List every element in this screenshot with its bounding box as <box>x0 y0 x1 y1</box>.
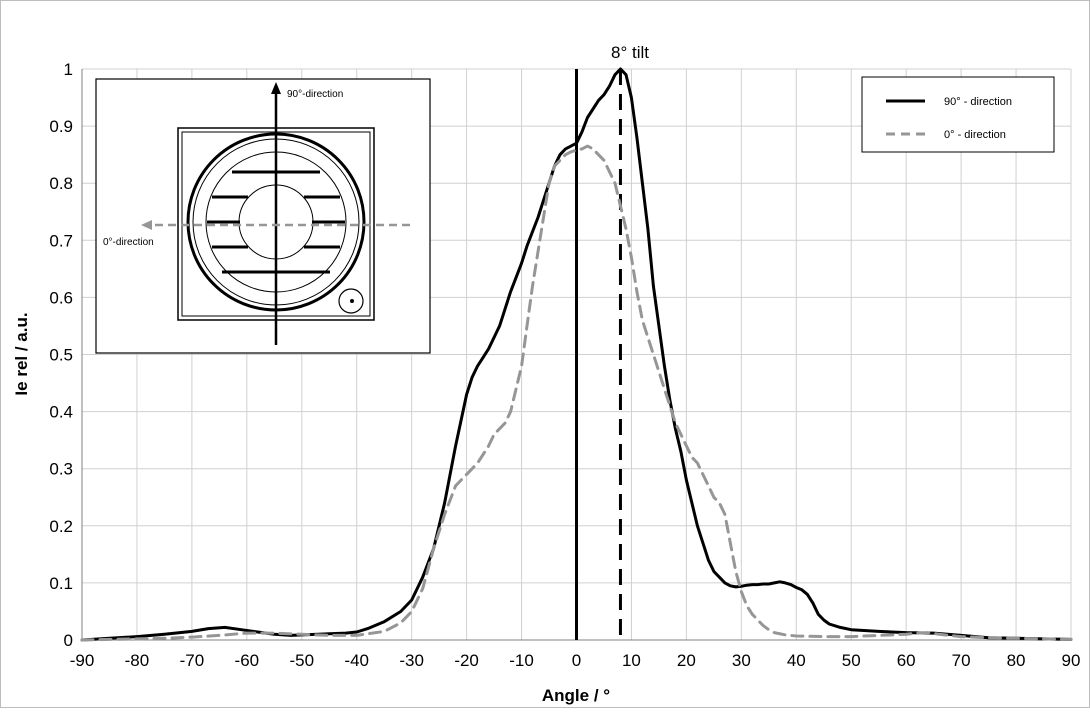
series-0-direction-line <box>80 144 1073 642</box>
inset-90-label: 90°-direction <box>287 89 343 100</box>
x-tick-label: -30 <box>399 651 424 670</box>
series-90-direction-line <box>80 67 1073 642</box>
y-tick-label: 0 <box>64 631 73 650</box>
x-tick-label: 80 <box>1007 651 1026 670</box>
y-tick-label: 0.3 <box>49 460 73 479</box>
x-tick-label: -20 <box>454 651 479 670</box>
x-tick-label: 20 <box>677 651 696 670</box>
y-tick-label: 1 <box>64 60 73 79</box>
x-tick-label: 70 <box>952 651 971 670</box>
x-tick-label: -80 <box>125 651 150 670</box>
reference-lines <box>575 69 622 640</box>
x-tick-label: 0 <box>572 651 581 670</box>
x-tick-label: -10 <box>509 651 534 670</box>
inset-small-dot <box>350 299 354 303</box>
inset-small-circle <box>338 288 364 314</box>
y-tick-label: 0.6 <box>49 288 73 307</box>
y-tick-label: 0.8 <box>49 174 73 193</box>
x-axis-title: Angle / ° <box>542 686 610 705</box>
y-tick-label: 0.7 <box>49 231 73 250</box>
y-tick-label: 0.9 <box>49 117 73 136</box>
x-tick-label: 60 <box>897 651 916 670</box>
legend-box <box>861 76 1055 153</box>
inset-0-label: 0°-direction <box>103 237 154 248</box>
x-tick-label: -50 <box>289 651 314 670</box>
legend-label-90: 90° - direction <box>944 96 1012 108</box>
y-tick-label: 0.5 <box>49 346 73 365</box>
inset-90-arrowhead <box>271 82 281 94</box>
y-tick-label: 0.4 <box>49 403 73 422</box>
legend-label-0: 0° - direction <box>944 129 1006 141</box>
x-tick-label: -90 <box>70 651 95 670</box>
tilt-annotation: 8° tilt <box>611 43 649 62</box>
y-tick-label: 0.1 <box>49 574 73 593</box>
tick-labels: -90 -80 -70 -60 -50 -40 -30 -20 -10 0 10 20 30 40 50 60… <box>49 60 1080 670</box>
x-tick-label: 90 <box>1062 651 1081 670</box>
inset-diagram: 90°-direction 0°-direction <box>95 78 431 354</box>
legend: 90° - direction 0° - direction <box>861 76 1055 153</box>
y-axis-title: Ie rel / a.u. <box>12 312 31 395</box>
x-tick-label: -70 <box>180 651 205 670</box>
x-tick-label: -40 <box>344 651 369 670</box>
x-tick-label: 40 <box>787 651 806 670</box>
series-lines <box>80 67 1073 642</box>
x-tick-label: 10 <box>622 651 641 670</box>
x-tick-label: -60 <box>235 651 260 670</box>
x-tick-label: 50 <box>842 651 861 670</box>
y-tick-label: 0.2 <box>49 517 73 536</box>
inset-0-arrowhead <box>141 220 152 230</box>
x-tick-label: 30 <box>732 651 751 670</box>
inset-frame <box>95 78 431 354</box>
